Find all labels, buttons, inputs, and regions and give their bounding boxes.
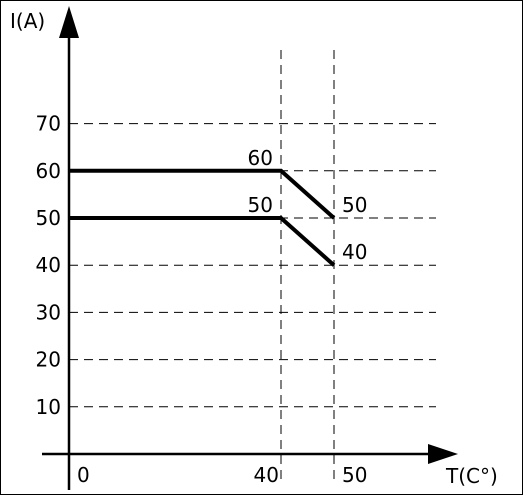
y-tick-label: 30 <box>36 300 61 324</box>
x-tick-label: 50 <box>342 463 367 487</box>
data-label: 50 <box>248 193 273 217</box>
grid <box>69 50 436 480</box>
labels: I(A) T(C°) 10 20 30 40 50 60 70 0 40 50 60 50 50 40 <box>10 9 498 488</box>
series-line-1 <box>69 168 336 220</box>
x-tick-label: 40 <box>254 463 279 487</box>
y-axis-label: I(A) <box>10 9 45 33</box>
y-tick-label: 70 <box>36 112 61 136</box>
y-tick-label: 20 <box>36 348 61 372</box>
y-tick-label: 40 <box>36 253 61 277</box>
axes <box>42 6 458 490</box>
data-label: 50 <box>342 193 367 217</box>
y-tick-label: 10 <box>36 395 61 419</box>
y-axis-arrow-icon <box>59 6 79 38</box>
series-line-2 <box>69 216 336 267</box>
x-axis-label: T(C°) <box>445 464 498 488</box>
x-axis-arrow-icon <box>428 444 458 464</box>
series <box>69 168 336 267</box>
data-label: 60 <box>248 146 273 170</box>
y-tick-label: 50 <box>36 206 61 230</box>
data-label: 40 <box>342 240 367 264</box>
x-tick-label: 0 <box>77 463 90 487</box>
y-tick-label: 60 <box>36 159 61 183</box>
